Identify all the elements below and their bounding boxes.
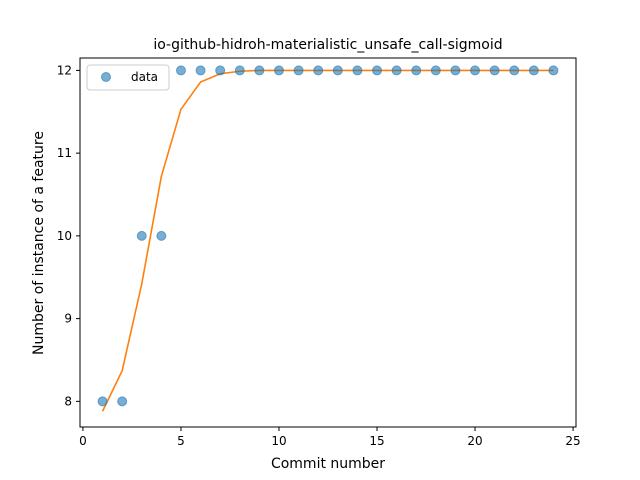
data-point: [470, 65, 481, 76]
y-tick-label: 11: [57, 146, 72, 160]
x-tick-label: 20: [467, 434, 482, 448]
x-tick-label: 15: [369, 434, 384, 448]
y-tick-label: 9: [64, 312, 72, 326]
x-tick-label: 5: [177, 434, 185, 448]
y-tick-label: 10: [57, 229, 72, 243]
legend-label-data: data: [131, 70, 158, 84]
data-point: [489, 65, 500, 76]
data-point: [450, 65, 461, 76]
data-point: [273, 65, 284, 76]
chart-title: io-github-hidroh-materialistic_unsafe_ca…: [153, 37, 502, 53]
legend-box: [86, 64, 170, 91]
data-point: [175, 65, 186, 76]
data-point: [352, 65, 363, 76]
data-point: [430, 65, 441, 76]
y-tick-label: 12: [57, 63, 72, 77]
data-point: [411, 65, 422, 76]
data-point: [136, 230, 147, 241]
data-point: [97, 396, 108, 407]
data-point: [391, 65, 402, 76]
x-tick-label: 0: [79, 434, 87, 448]
plot-frame: [79, 57, 577, 428]
x-tick-label: 10: [271, 434, 286, 448]
data-point: [117, 396, 128, 407]
plot-area: [97, 65, 559, 412]
data-point: [254, 65, 265, 76]
data-point: [332, 65, 343, 76]
data-point: [195, 65, 206, 76]
data-point: [528, 65, 539, 76]
y-tick-label: 8: [64, 394, 72, 408]
data-point: [215, 65, 226, 76]
y-axis: 8 9 10 11 12: [57, 63, 80, 408]
data-point: [293, 65, 304, 76]
data-point: [372, 65, 383, 76]
x-tick-label: 25: [565, 434, 580, 448]
y-axis-label: Number of instance of a feature: [31, 131, 47, 355]
data-point: [234, 65, 245, 76]
x-axis: 0 5 10 15 20 25: [79, 427, 581, 448]
data-point: [156, 230, 167, 241]
legend-marker-data: [101, 72, 111, 82]
legend: data: [86, 64, 170, 91]
fit-line: [101, 69, 554, 412]
data-point: [313, 65, 324, 76]
data-point: [509, 65, 520, 76]
x-axis-label: Commit number: [271, 456, 385, 472]
data-point: [548, 65, 559, 76]
